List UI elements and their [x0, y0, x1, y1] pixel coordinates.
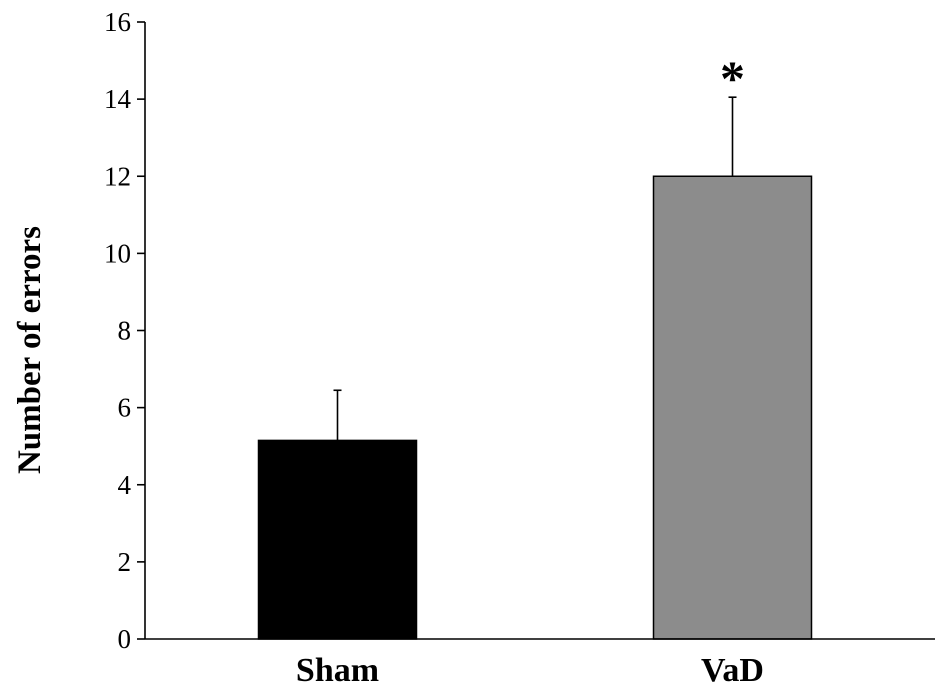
annotations: * — [720, 50, 745, 106]
y-tick-label: 10 — [104, 238, 131, 268]
bar-sham — [257, 439, 418, 640]
y-tick-label: 0 — [118, 624, 132, 654]
x-tick-label-vad: VaD — [701, 652, 764, 689]
y-tick-label: 4 — [118, 470, 132, 500]
y-axis-ticks: 0 2 4 6 8 10 12 14 16 — [104, 7, 145, 654]
y-tick-label: 6 — [118, 393, 132, 423]
bar-vad — [652, 175, 813, 640]
y-tick-label: 12 — [104, 161, 131, 191]
y-tick-label: 2 — [118, 547, 132, 577]
x-tick-label-sham: Sham — [296, 652, 379, 689]
y-tick-label: 14 — [104, 84, 132, 114]
bars — [257, 175, 813, 640]
y-tick-label: 16 — [104, 7, 131, 37]
error-bars — [333, 96, 737, 441]
y-axis-title: Number of errors — [12, 226, 48, 474]
x-axis-labels: Sham VaD — [296, 652, 764, 689]
significance-marker: * — [720, 50, 745, 106]
y-tick-label: 8 — [118, 316, 132, 346]
